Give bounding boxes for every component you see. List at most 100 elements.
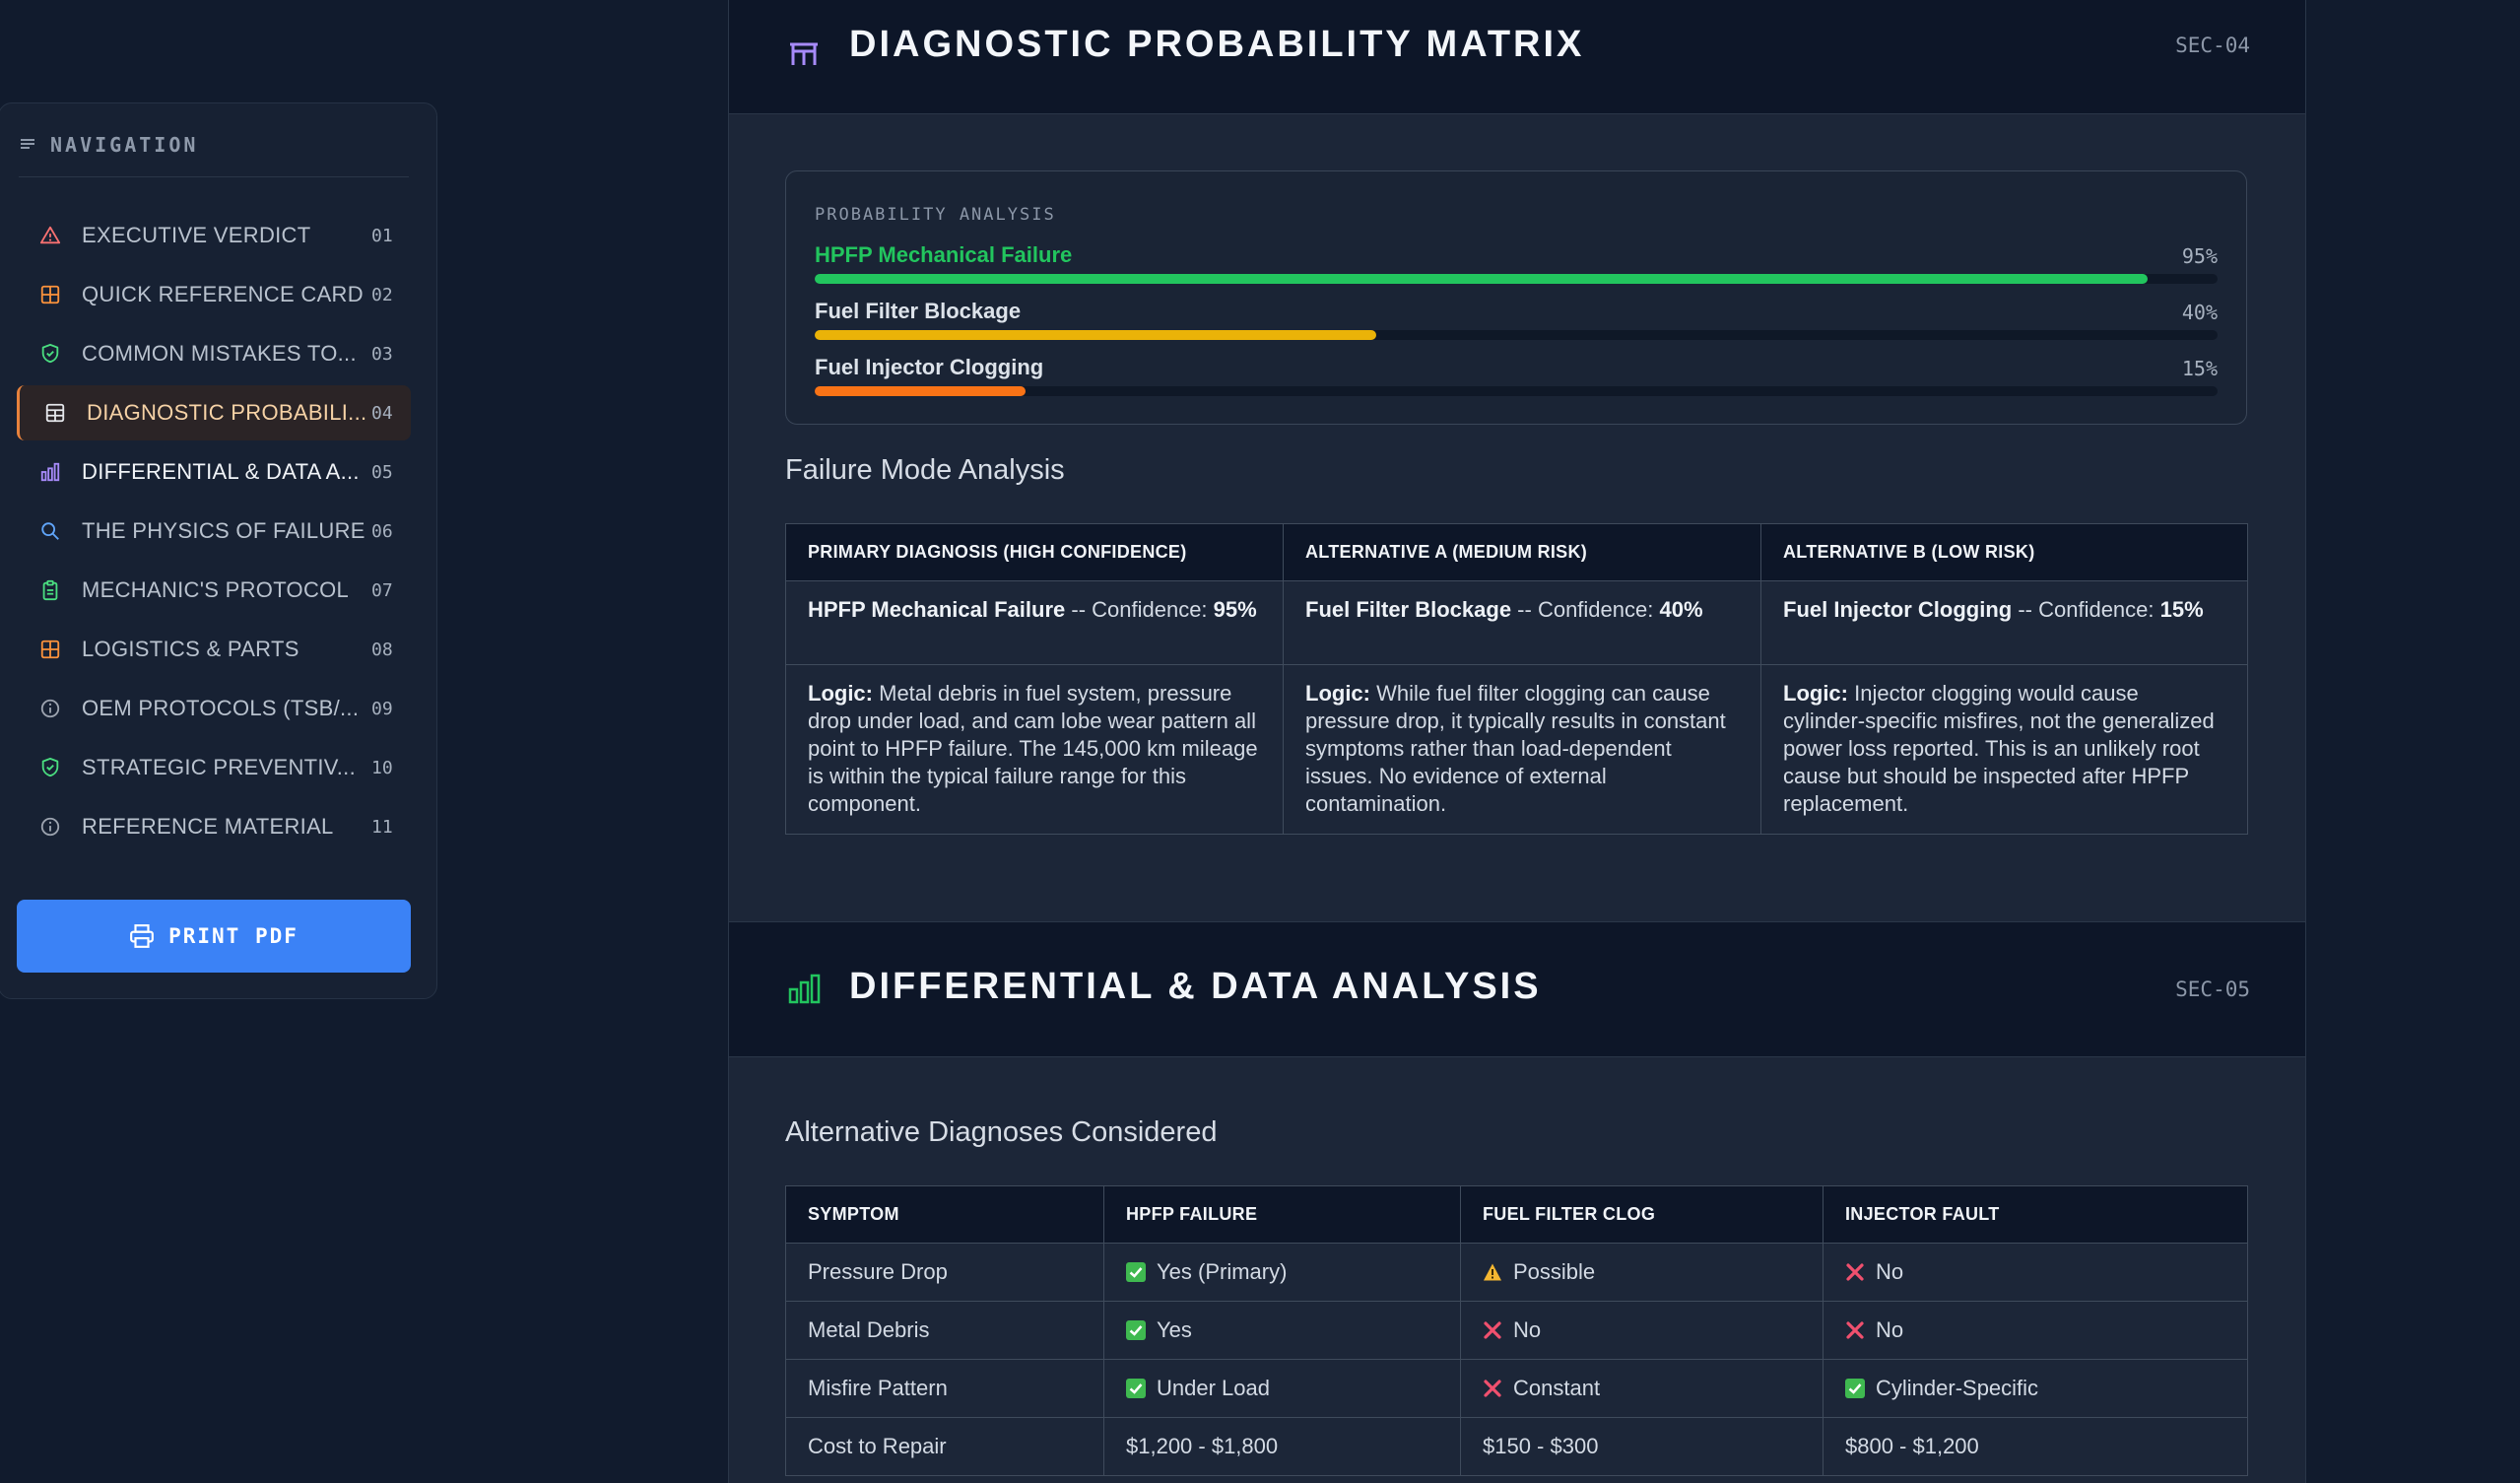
diagnosis-name: Fuel Filter Blockage [1305,597,1512,622]
table-cell: No [1460,1301,1824,1360]
table-header-row: PRIMARY DIAGNOSIS (HIGH CONFIDENCE) ALTE… [785,523,2248,581]
bar-chart-icon [788,974,821,1004]
cell-text: $1,200 - $1,800 [1126,1434,1279,1458]
probability-analysis-title: PROBABILITY ANALYSIS [815,205,1056,225]
diagnosis-name: HPFP Mechanical Failure [808,597,1066,622]
cell-text: Possible [1513,1259,1596,1284]
cell-text: Yes [1157,1317,1192,1342]
sidebar-item-logistics[interactable]: LOGISTICS & PARTS 08 [17,622,411,677]
symptom-cell: Pressure Drop [785,1243,1104,1302]
table-cell: Fuel Injector Clogging -- Confidence: 15… [1760,580,2248,665]
sidebar-item-number: 03 [371,343,393,365]
sidebar-item-strategic-preventive[interactable]: STRATEGIC PREVENTIV... 10 [17,740,411,795]
sidebar-item-label: DIFFERENTIAL & DATA A... [82,459,360,484]
section-title: DIFFERENTIAL & DATA ANALYSIS [849,966,1542,1007]
sidebar-item-reference-material[interactable]: REFERENCE MATERIAL 11 [17,799,411,854]
table-cell: HPFP Mechanical Failure -- Confidence: 9… [785,580,1284,665]
probability-analysis-card: PROBABILITY ANALYSIS HPFP Mechanical Fai… [785,170,2247,425]
logic-text: Metal debris in fuel system, pressure dr… [808,681,1258,816]
shield-check-icon [38,756,62,779]
table-cell: No [1823,1301,2248,1360]
table-cell: Logic: While fuel filter clogging can ca… [1283,664,1761,835]
table-cell: Constant [1460,1359,1824,1418]
sidebar-item-number: 01 [371,225,393,246]
sidebar-item-mechanics-protocol[interactable]: MECHANIC'S PROTOCOL 07 [17,563,411,618]
alternative-diagnoses-heading: Alternative Diagnoses Considered [785,1116,1218,1148]
table-row: Logic: Metal debris in fuel system, pres… [785,664,2248,835]
confidence-text: -- Confidence: [1511,597,1660,622]
cell-text: Constant [1513,1376,1601,1400]
column-header: INJECTOR FAULT [1823,1185,2248,1244]
grid-icon [38,638,62,661]
table-row: Cost to Repair $1,200 - $1,800 $150 - $3… [785,1417,2248,1476]
confidence-value: 95% [1213,597,1257,622]
sidebar-item-number: 10 [371,757,393,778]
nav-header: NAVIGATION [19,133,409,177]
warning-icon [1483,1261,1502,1281]
probability-label: Fuel Filter Blockage [815,299,1022,323]
sidebar-item-oem-protocols[interactable]: OEM PROTOCOLS (TSB/... 09 [17,681,411,736]
table-cell: Under Load [1103,1359,1461,1418]
alert-triangle-icon [38,224,62,247]
main-content: DIAGNOSTIC PROBABILITY MATRIX SEC-04 PRO… [728,0,2306,1483]
logic-label: Logic: [1305,681,1370,706]
nav-header-label: NAVIGATION [50,133,199,157]
cell-text: Yes (Primary) [1157,1259,1288,1284]
check-icon [1126,1378,1146,1398]
sidebar-item-differential[interactable]: DIFFERENTIAL & DATA A... 05 [17,444,411,500]
table-row: Pressure Drop Yes (Primary) Possible No [785,1243,2248,1302]
table-row: Misfire Pattern Under Load Constant Cyli… [785,1359,2248,1418]
sidebar-item-number: 11 [371,816,393,838]
column-header: PRIMARY DIAGNOSIS (HIGH CONFIDENCE) [785,523,1284,581]
table-cell: Logic: Metal debris in fuel system, pres… [785,664,1284,835]
sidebar-item-label: EXECUTIVE VERDICT [82,223,311,247]
cell-text: Cylinder-Specific [1876,1376,2039,1400]
probability-percent: 95% [2181,244,2218,268]
sidebar-item-label: COMMON MISTAKES TO... [82,341,357,366]
column-header: HPFP FAILURE [1103,1185,1461,1244]
cell-text: Under Load [1157,1376,1270,1400]
sidebar-item-number: 08 [371,639,393,660]
symptom-cell: Metal Debris [785,1301,1104,1360]
sidebar-item-number: 09 [371,698,393,719]
probability-percent: 15% [2181,357,2218,380]
shield-check-icon [38,342,62,366]
table-cell: $1,200 - $1,800 [1103,1417,1461,1476]
confidence-value: 15% [2159,597,2204,622]
sidebar-item-common-mistakes[interactable]: COMMON MISTAKES TO... 03 [17,326,411,381]
cross-icon [1845,1319,1865,1339]
probability-row: Fuel Injector Clogging 15% [815,355,2218,404]
sidebar-item-label: LOGISTICS & PARTS [82,637,299,661]
logic-text: While fuel filter clogging can cause pre… [1305,681,1726,816]
table-cell: Logic: Injector clogging would cause cyl… [1760,664,2248,835]
grid-icon [38,283,62,306]
menu-lines-icon [21,139,34,149]
table-header-row: SYMPTOM HPFP FAILURE FUEL FILTER CLOG IN… [785,1185,2248,1244]
print-pdf-button[interactable]: PRINT PDF [17,900,411,973]
column-header: ALTERNATIVE B (LOW RISK) [1760,523,2248,581]
sidebar-item-label: STRATEGIC PREVENTIV... [82,755,356,779]
sidebar-item-label: THE PHYSICS OF FAILURE [82,518,365,543]
probability-row: HPFP Mechanical Failure 95% [815,242,2218,292]
table-cell: $150 - $300 [1460,1417,1824,1476]
cell-text: $150 - $300 [1483,1434,1599,1458]
failure-mode-heading: Failure Mode Analysis [785,454,1065,486]
sidebar-item-physics-of-failure[interactable]: THE PHYSICS OF FAILURE 06 [17,504,411,559]
sidebar-item-diagnostic-probability[interactable]: DIAGNOSTIC PROBABILI... 04 [17,385,411,440]
check-icon [1126,1319,1146,1340]
confidence-text: -- Confidence: [1065,597,1214,622]
sidebar-item-number: 07 [371,579,393,601]
cell-text: No [1876,1317,1904,1342]
section-code: SEC-05 [2175,977,2250,1001]
print-pdf-label: PRINT PDF [168,924,298,948]
sidebar-item-number: 06 [371,520,393,542]
probability-bar [815,330,1376,340]
sidebar-item-quick-reference[interactable]: QUICK REFERENCE CARD 02 [17,267,411,322]
cross-icon [1845,1261,1865,1281]
sidebar-item-executive-verdict[interactable]: EXECUTIVE VERDICT 01 [17,208,411,263]
sidebar-item-number: 05 [371,461,393,483]
probability-percent: 40% [2181,301,2218,324]
sidebar-item-label: QUICK REFERENCE CARD [82,282,364,306]
cross-icon [1483,1378,1502,1397]
bar-chart-icon [38,460,62,484]
